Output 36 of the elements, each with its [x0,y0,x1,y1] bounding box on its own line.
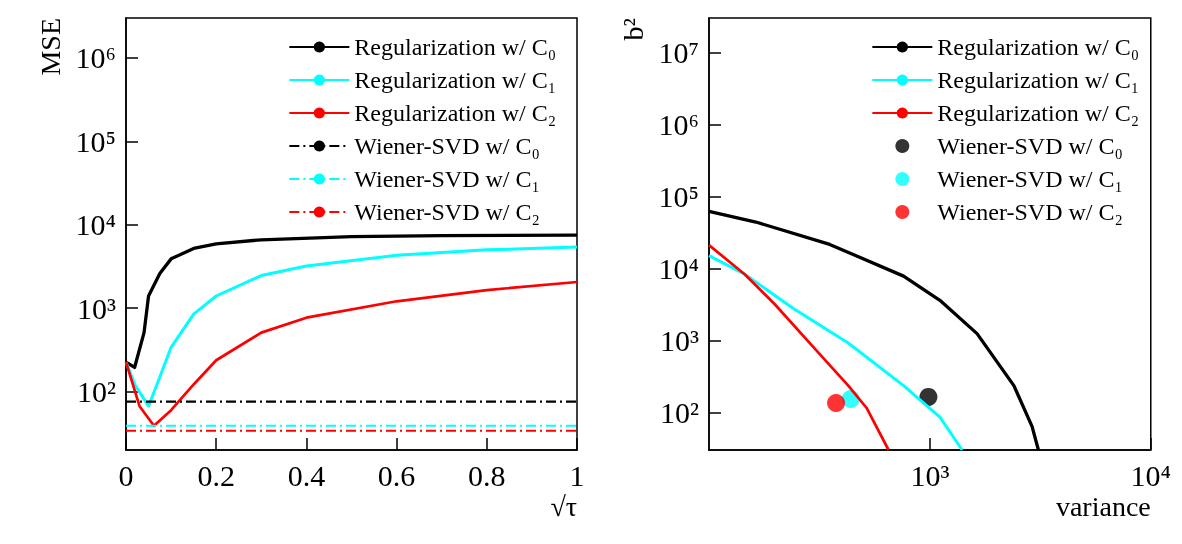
x-tick-label: 0.2 [197,458,235,492]
x-tick-label: 10⁴ [1130,458,1171,492]
legend-label: Wiener-SVD w/ C₁ [937,166,1123,192]
legend-label: Wiener-SVD w/ C₂ [937,199,1123,225]
y-tick-label: 10⁵ [75,124,116,158]
y-tick-label: 10³ [660,323,699,357]
legend-label: Wiener-SVD w/ C₁ [354,166,540,192]
y-tick-label: 10⁵ [658,179,699,213]
y-tick-label: 10³ [77,291,116,325]
legend-label: Regularization w/ C₁ [354,67,556,93]
legend-label: Wiener-SVD w/ C₂ [354,199,540,225]
legend-label: Regularization w/ C₀ [354,34,556,60]
x-tick-label: 0.8 [468,458,506,492]
legend-label: Wiener-SVD w/ C₀ [354,133,540,159]
y-tick-label: 10² [77,375,116,409]
y-axis-title: MSE [34,18,66,76]
x-tick-label: 1 [569,458,585,492]
legend-label: Regularization w/ C₂ [937,100,1139,126]
x-tick-label: 0.6 [377,458,416,492]
x-tick-label: 0.4 [287,458,326,492]
line-series [124,280,579,428]
y-tick-label: 10⁶ [75,41,116,75]
y-tick-label: 10⁷ [658,35,699,69]
legend-label: Wiener-SVD w/ C₀ [937,133,1123,159]
legend-label: Regularization w/ C₂ [354,100,556,126]
x-axis-title: variance [1055,490,1151,522]
y-axis-title: b² [617,18,649,41]
x-tick-label: 10³ [910,458,950,492]
y-tick-label: 10² [660,395,699,429]
y-tick-label: 10⁴ [658,251,699,285]
x-axis-title: √τ [550,490,577,522]
legend-label: Regularization w/ C₁ [937,67,1139,93]
y-tick-label: 10⁶ [658,107,699,141]
legend-label: Regularization w/ C₀ [937,34,1139,60]
x-tick-label: 0 [118,458,134,492]
y-tick-label: 10⁴ [75,208,116,242]
